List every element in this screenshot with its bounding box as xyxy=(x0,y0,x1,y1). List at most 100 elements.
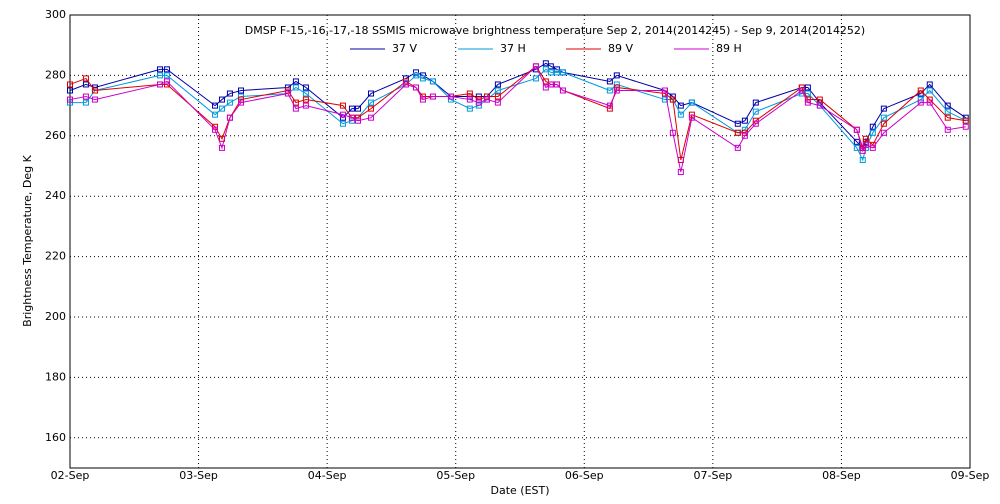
x-tick-label: 03-Sep xyxy=(179,469,218,482)
series-line xyxy=(69,65,966,173)
point-marker xyxy=(542,84,549,91)
x-tick-label: 02-Sep xyxy=(51,469,90,482)
point-marker xyxy=(752,120,759,127)
point-marker xyxy=(157,66,163,73)
point-marker xyxy=(218,96,225,103)
point-marker xyxy=(688,99,695,106)
point-marker xyxy=(292,99,299,106)
point-marker xyxy=(302,90,309,97)
point-marker xyxy=(355,105,361,112)
x-tick-label: 09-Sep xyxy=(951,469,990,482)
point-marker xyxy=(483,96,490,103)
point-marker xyxy=(553,81,560,88)
point-marker xyxy=(661,96,668,103)
point-marker xyxy=(734,129,741,136)
point-marker xyxy=(284,84,291,91)
point-marker xyxy=(91,96,98,103)
point-marker xyxy=(880,129,887,136)
point-marker xyxy=(798,87,805,94)
point-marker xyxy=(348,114,355,121)
legend-label: 37 H xyxy=(500,42,526,55)
point-marker xyxy=(926,81,933,88)
point-marker xyxy=(429,78,436,85)
point-marker xyxy=(917,96,924,103)
point-marker xyxy=(962,123,969,130)
point-marker xyxy=(402,81,409,88)
point-marker xyxy=(677,111,684,118)
point-marker xyxy=(613,72,620,79)
point-marker xyxy=(553,66,560,73)
point-marker xyxy=(734,120,741,127)
point-marker xyxy=(157,81,163,88)
point-marker xyxy=(677,102,684,109)
point-marker xyxy=(804,84,811,91)
point-marker xyxy=(82,99,89,106)
point-marker xyxy=(339,111,346,118)
point-marker xyxy=(532,75,539,82)
point-marker xyxy=(752,108,759,115)
y-tick-label: 200 xyxy=(45,310,66,323)
point-marker xyxy=(163,72,170,79)
point-marker xyxy=(559,69,566,76)
x-axis-label: Date (EST) xyxy=(490,484,549,497)
point-marker xyxy=(859,156,866,163)
point-marker xyxy=(677,169,684,176)
point-marker xyxy=(292,105,299,112)
point-marker xyxy=(494,81,501,88)
point-marker xyxy=(367,105,374,112)
point-marker xyxy=(238,93,244,100)
point-marker xyxy=(226,114,233,121)
point-marker xyxy=(212,126,219,133)
point-marker xyxy=(292,78,299,85)
point-marker xyxy=(163,78,170,85)
point-marker xyxy=(447,96,454,103)
point-marker xyxy=(532,63,539,70)
point-marker xyxy=(212,102,219,109)
point-marker xyxy=(613,81,620,88)
point-marker xyxy=(163,66,170,73)
point-marker xyxy=(284,87,291,94)
point-marker xyxy=(447,93,454,100)
point-marker xyxy=(752,99,759,106)
point-marker xyxy=(302,96,309,103)
point-marker xyxy=(547,69,554,76)
point-marker xyxy=(816,102,823,109)
legend-label: 37 V xyxy=(392,42,417,55)
point-marker xyxy=(302,84,309,91)
point-marker xyxy=(218,105,225,112)
point-marker xyxy=(547,81,554,88)
point-marker xyxy=(926,96,933,103)
point-marker xyxy=(212,111,219,118)
point-marker xyxy=(917,99,924,106)
legend-label: 89 V xyxy=(608,42,633,55)
point-marker xyxy=(741,132,748,139)
point-marker xyxy=(944,102,951,109)
point-marker xyxy=(880,105,887,112)
point-marker xyxy=(542,60,549,67)
point-marker xyxy=(669,96,676,103)
point-marker xyxy=(926,87,933,94)
point-marker xyxy=(880,114,887,121)
point-marker xyxy=(944,126,951,133)
point-marker xyxy=(559,87,566,94)
point-marker xyxy=(67,87,73,94)
point-marker xyxy=(355,117,361,124)
point-marker xyxy=(218,144,225,151)
point-marker xyxy=(869,123,876,130)
point-marker xyxy=(429,93,436,100)
point-marker xyxy=(869,129,876,136)
point-marker xyxy=(926,99,933,106)
y-axis-label: Brightness Temperature, Deg K xyxy=(21,154,34,326)
x-tick-label: 08-Sep xyxy=(822,469,861,482)
point-marker xyxy=(741,117,748,124)
x-tick-label: 04-Sep xyxy=(308,469,347,482)
series-line xyxy=(70,68,966,162)
point-marker xyxy=(412,84,419,91)
series-line xyxy=(69,62,967,149)
point-marker xyxy=(466,90,473,97)
point-marker xyxy=(816,96,823,103)
point-marker xyxy=(859,147,866,154)
x-tick-label: 07-Sep xyxy=(694,469,733,482)
point-marker xyxy=(606,78,613,85)
